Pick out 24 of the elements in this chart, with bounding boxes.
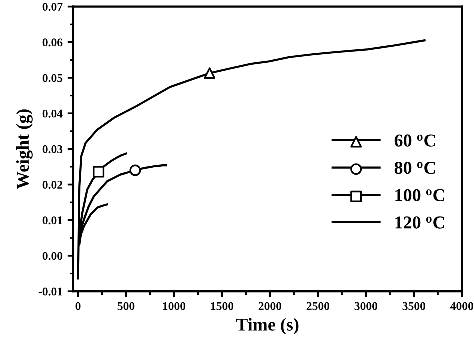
x-tick-label: 1500 [211,302,234,310]
x-tick-label: 500 [118,302,135,310]
x-tick-label: 1000 [163,302,186,310]
y-tick-label: 0.07 [42,3,63,12]
x-axis-title: Time (s) [236,318,299,335]
y-tick-label: 0.06 [42,38,63,47]
x-tick-label: 3500 [402,302,426,310]
legend-label: 80 $^{o}$C [394,162,436,174]
y-tick-label: 0.01 [42,216,62,225]
y-tick-label: 0.02 [42,181,63,190]
legend-label: 60 $^{o}$C [394,134,436,147]
y-axis-title: Weight (g) [16,110,33,190]
y-tick-label: 0.03 [42,145,63,154]
x-tick-label: 2000 [258,302,282,310]
x-tick-label: 3000 [354,302,378,310]
legend-label: 100 $^{o}$C [396,189,444,202]
legend-label: 120 $^{o}$C [396,216,444,229]
y-tick-label: -0.01 [38,288,62,296]
y-tick-label: 0.04 [42,110,63,118]
x-tick-label: 4000 [450,302,474,310]
x-tick-label: 2500 [306,302,330,310]
y-tick-label: 0.05 [42,74,63,82]
x-tick-label: 0 [76,302,81,310]
y-tick-label: 0.00 [42,252,63,260]
